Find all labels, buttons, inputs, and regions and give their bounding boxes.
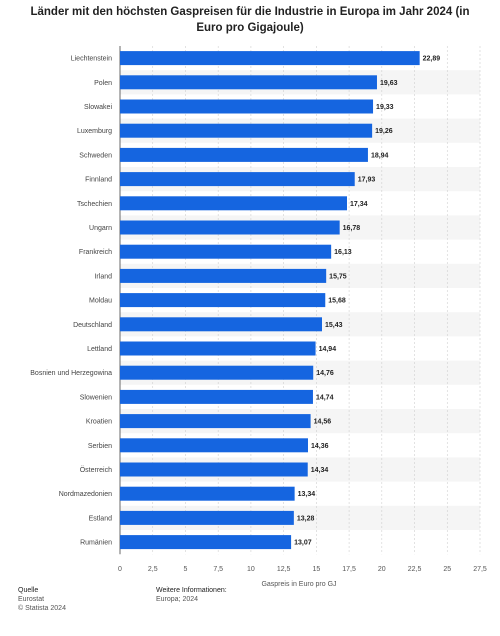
bar: [120, 414, 311, 429]
value-label: 15,43: [325, 322, 343, 329]
bar: [120, 462, 308, 477]
value-label: 14,34: [311, 467, 329, 474]
bar: [120, 268, 327, 283]
bar: [120, 341, 316, 356]
source-label: Quelle: [18, 587, 39, 594]
category-label: Moldau: [89, 298, 112, 305]
value-label: 13,28: [297, 515, 315, 522]
x-tick-label: 0: [118, 566, 122, 573]
bar: [120, 389, 313, 404]
value-label: 14,56: [314, 419, 332, 426]
category-label: Estland: [89, 515, 112, 522]
x-tick-label: 20: [378, 566, 386, 573]
value-label: 15,75: [329, 273, 347, 280]
category-label: Slowenien: [80, 394, 112, 401]
category-label: Frankreich: [79, 249, 112, 256]
copyright-text: © Statista 2024: [18, 605, 66, 612]
bar: [120, 123, 373, 138]
x-tick-label: 7,5: [213, 566, 223, 573]
x-tick-label: 15: [312, 566, 320, 573]
bar: [120, 438, 308, 453]
value-label: 22,89: [423, 56, 441, 63]
bar: [120, 535, 292, 550]
x-tick-label: 12,5: [277, 566, 291, 573]
bar: [120, 220, 340, 235]
x-tick-label: 17,5: [342, 566, 356, 573]
x-tick-label: 10: [247, 566, 255, 573]
category-label: Polen: [94, 80, 112, 87]
value-label: 16,13: [334, 249, 352, 256]
bar: [120, 99, 374, 114]
category-label: Deutschland: [73, 322, 112, 329]
value-label: 15,68: [328, 298, 346, 305]
bar: [120, 172, 355, 187]
category-label: Lettland: [87, 346, 112, 353]
category-label: Kroatien: [86, 419, 112, 426]
value-label: 14,76: [316, 370, 334, 377]
value-label: 17,34: [350, 201, 368, 208]
category-label: Ungarn: [89, 225, 112, 232]
bar: [120, 317, 322, 332]
value-label: 19,26: [375, 128, 393, 135]
bar: [120, 196, 347, 211]
value-label: 13,07: [294, 540, 312, 547]
x-tick-label: 22,5: [408, 566, 422, 573]
value-label: 19,33: [376, 104, 394, 111]
category-label: Nordmazedonien: [59, 491, 112, 498]
info-label: Weitere Informationen:: [156, 587, 227, 594]
value-label: 18,94: [371, 152, 389, 159]
value-label: 19,63: [380, 80, 398, 87]
category-label: Österreich: [80, 466, 112, 474]
x-tick-label: 25: [443, 566, 451, 573]
bar: [120, 293, 326, 308]
value-label: 14,36: [311, 443, 329, 450]
category-label: Tschechien: [77, 201, 112, 208]
category-label: Rumänien: [80, 540, 112, 547]
category-label: Schweden: [79, 152, 112, 159]
info-value: Europa; 2024: [156, 596, 199, 603]
value-label: 14,74: [316, 394, 334, 401]
category-label: Bosnien und Herzegowina: [30, 370, 112, 377]
bar: [120, 486, 295, 501]
bar: [120, 51, 420, 66]
chart-title: Länder mit den höchsten Gaspreisen für d…: [30, 6, 470, 34]
source-value: Eurostat: [18, 596, 45, 603]
x-tick-label: 5: [184, 566, 188, 573]
x-axis-title: Gaspreis in Euro pro GJ: [261, 581, 336, 588]
x-tick-label: 2,5: [148, 566, 158, 573]
category-label: Serbien: [88, 443, 112, 450]
bar: [120, 244, 332, 259]
category-label: Finnland: [85, 177, 112, 184]
info-block: Weitere Informationen: Europa; 2024: [156, 586, 227, 604]
x-tick-label: 27,5: [473, 566, 487, 573]
category-label: Luxemburg: [77, 128, 112, 135]
value-label: 14,94: [319, 346, 337, 353]
source-block: Quelle Eurostat © Statista 2024: [18, 586, 66, 613]
value-label: 17,93: [358, 177, 376, 184]
bar: [120, 365, 314, 380]
bar: [120, 75, 377, 90]
category-label: Irland: [94, 273, 112, 280]
bar: [120, 147, 368, 162]
bar: [120, 510, 294, 525]
value-label: 13,34: [298, 491, 316, 498]
category-label: Liechtenstein: [71, 56, 112, 63]
value-label: 16,78: [343, 225, 361, 232]
category-label: Slowakei: [84, 104, 112, 111]
